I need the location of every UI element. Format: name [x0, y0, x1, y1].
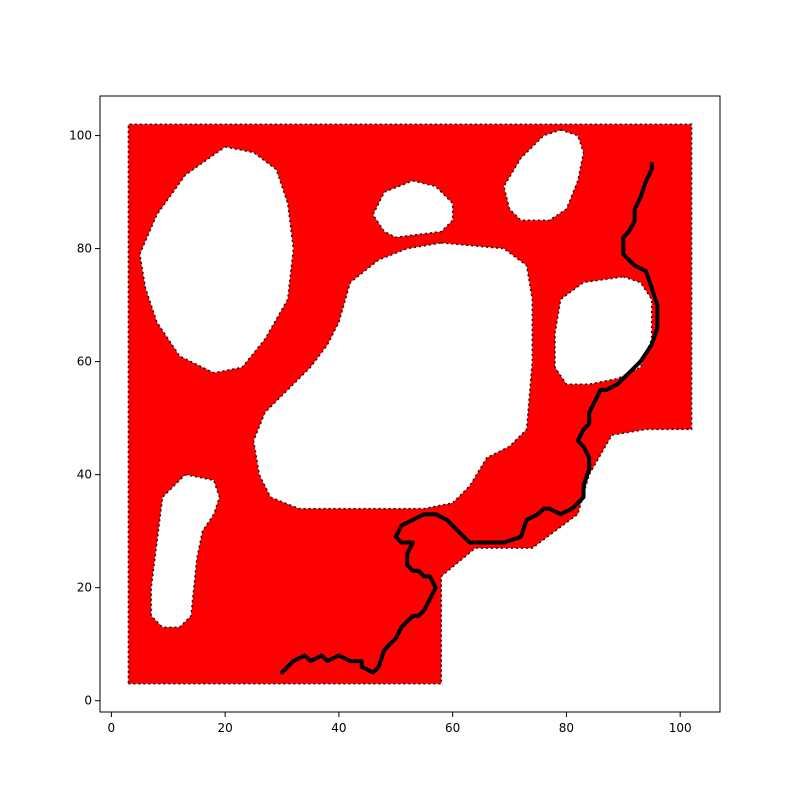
y-tick-label: 0 — [84, 694, 92, 708]
y-axis: 0 20 40 60 80 100 — [69, 129, 100, 708]
plot-area — [127, 123, 693, 685]
x-tick-label: 0 — [108, 721, 116, 735]
x-tick-label: 80 — [559, 721, 574, 735]
y-tick-label: 40 — [77, 468, 92, 482]
y-tick-label: 60 — [77, 355, 92, 369]
free-space-region — [127, 123, 693, 685]
x-axis: 0 20 40 60 80 100 — [108, 712, 692, 735]
x-tick-label: 40 — [331, 721, 346, 735]
x-tick-label: 20 — [217, 721, 232, 735]
x-tick-label: 100 — [669, 721, 692, 735]
planned-path-line — [280, 161, 660, 675]
axes-frame — [99, 95, 721, 713]
y-tick-label: 20 — [77, 581, 92, 595]
y-tick-label: 100 — [69, 129, 92, 143]
y-tick-label: 80 — [77, 242, 92, 256]
x-tick-label: 60 — [445, 721, 460, 735]
